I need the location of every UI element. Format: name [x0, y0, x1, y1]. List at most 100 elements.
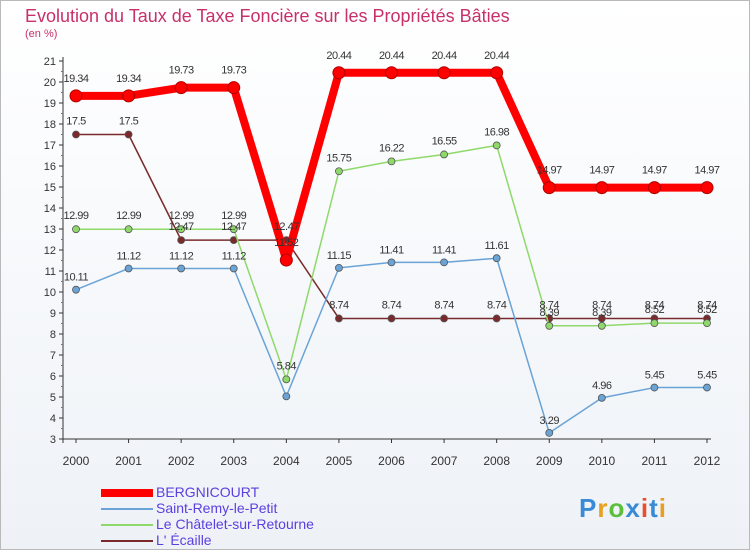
legend-label: L' Écaille — [156, 532, 212, 548]
data-label: 14.97 — [537, 165, 562, 177]
data-point — [595, 181, 609, 195]
data-label: 19.73 — [221, 65, 246, 77]
y-tick-label: 4 — [50, 413, 56, 425]
data-point — [335, 167, 343, 176]
legend-item: BERGNICOURT — [101, 484, 401, 501]
x-tick-label: 2012 — [694, 454, 721, 468]
y-tick-label: 6 — [50, 371, 56, 383]
data-label: 8.74 — [329, 299, 349, 311]
data-point — [492, 314, 501, 323]
data-point — [72, 225, 80, 234]
data-label: 8.74 — [382, 299, 402, 311]
data-label: 3.29 — [540, 415, 560, 427]
data-point — [700, 181, 714, 195]
data-label: 12.99 — [169, 210, 194, 222]
x-tick-label: 2001 — [115, 454, 142, 468]
data-label: 8.74 — [697, 299, 717, 311]
y-tick-label: 10 — [44, 287, 56, 299]
data-label: 8.52 — [697, 304, 717, 316]
data-label: 8.39 — [540, 307, 560, 319]
logo-letter: r — [597, 493, 609, 523]
legend-item: Le Châtelet-sur-Retourne — [101, 516, 401, 533]
data-point — [335, 314, 343, 323]
legend-item: Saint-Remy-le-Petit — [101, 500, 401, 517]
legend-label: Saint-Remy-le-Petit — [156, 500, 278, 516]
y-tick-label: 19 — [44, 98, 56, 110]
legend-swatch — [101, 524, 153, 526]
data-label: 16.98 — [484, 126, 509, 138]
data-label: 14.97 — [642, 165, 667, 177]
data-point — [440, 314, 448, 323]
chart-title: Evolution du Taux de Taxe Foncière sur l… — [25, 6, 510, 26]
data-label: 8.74 — [487, 299, 507, 311]
data-point — [124, 264, 133, 273]
data-label: 8.74 — [592, 299, 612, 311]
data-point — [490, 66, 504, 80]
data-label: 11.41 — [432, 244, 457, 256]
data-point — [72, 285, 80, 294]
data-label: 19.34 — [116, 73, 141, 85]
data-label: 12.47 — [274, 221, 299, 233]
data-label: 16.22 — [379, 142, 404, 154]
data-label: 11.52 — [274, 237, 299, 249]
y-tick-label: 3 — [50, 434, 56, 446]
data-point — [437, 66, 451, 80]
data-label: 8.52 — [645, 304, 665, 316]
data-point — [650, 383, 659, 392]
data-point — [545, 321, 554, 330]
y-tick-label: 17 — [44, 140, 56, 152]
data-label: 20.44 — [484, 50, 509, 62]
data-point — [387, 314, 396, 323]
x-tick-label: 2002 — [168, 454, 195, 468]
x-tick-label: 2011 — [642, 454, 668, 468]
data-point — [124, 225, 133, 234]
y-tick-label: 7 — [50, 350, 56, 362]
chart-legend: BERGNICOURT Saint-Remy-le-Petit Le Châtele… — [101, 484, 401, 549]
legend-swatch — [101, 508, 153, 510]
data-point — [174, 81, 188, 95]
data-label: 19.34 — [63, 73, 88, 85]
data-point — [177, 225, 186, 234]
data-point — [597, 393, 606, 402]
data-point — [492, 254, 501, 263]
data-label: 17.5 — [66, 116, 86, 128]
data-label: 14.97 — [694, 165, 719, 177]
x-tick-label: 2008 — [483, 454, 510, 468]
data-point — [703, 383, 711, 392]
data-label: 10.11 — [64, 272, 89, 284]
logo-letter: i — [640, 493, 650, 523]
data-point — [650, 319, 659, 327]
logo-letter: o — [608, 493, 626, 523]
y-tick-label: 8 — [50, 329, 56, 341]
data-point — [703, 319, 711, 327]
data-point — [647, 181, 661, 195]
data-point — [177, 236, 186, 245]
chart-subtitle: (en %) — [25, 28, 58, 40]
data-label: 12.99 — [63, 210, 88, 222]
y-tick-label: 13 — [44, 224, 56, 236]
data-label: 17.5 — [119, 116, 139, 128]
data-label: 20.44 — [379, 50, 404, 62]
y-tick-label: 12 — [44, 245, 56, 257]
data-label: 12.99 — [116, 210, 141, 222]
logo-letter: P — [579, 493, 598, 523]
data-point — [387, 157, 396, 166]
data-point — [69, 89, 83, 103]
data-label: 11.12 — [169, 250, 194, 262]
data-label: 20.44 — [432, 50, 457, 62]
data-label: 8.74 — [434, 299, 454, 311]
data-label: 8.39 — [592, 307, 612, 319]
data-label: 8.74 — [645, 299, 665, 311]
logo-letter: x — [625, 493, 641, 523]
data-point — [282, 392, 291, 401]
x-tick-label: 2009 — [536, 454, 563, 468]
data-point — [440, 258, 448, 267]
logo-letter: t — [649, 493, 659, 523]
data-point — [124, 130, 133, 139]
x-tick-label: 2006 — [378, 454, 405, 468]
data-label: 11.12 — [222, 250, 247, 262]
data-point — [229, 225, 238, 234]
data-label: 15.75 — [326, 152, 351, 164]
data-label: 11.41 — [379, 244, 404, 256]
